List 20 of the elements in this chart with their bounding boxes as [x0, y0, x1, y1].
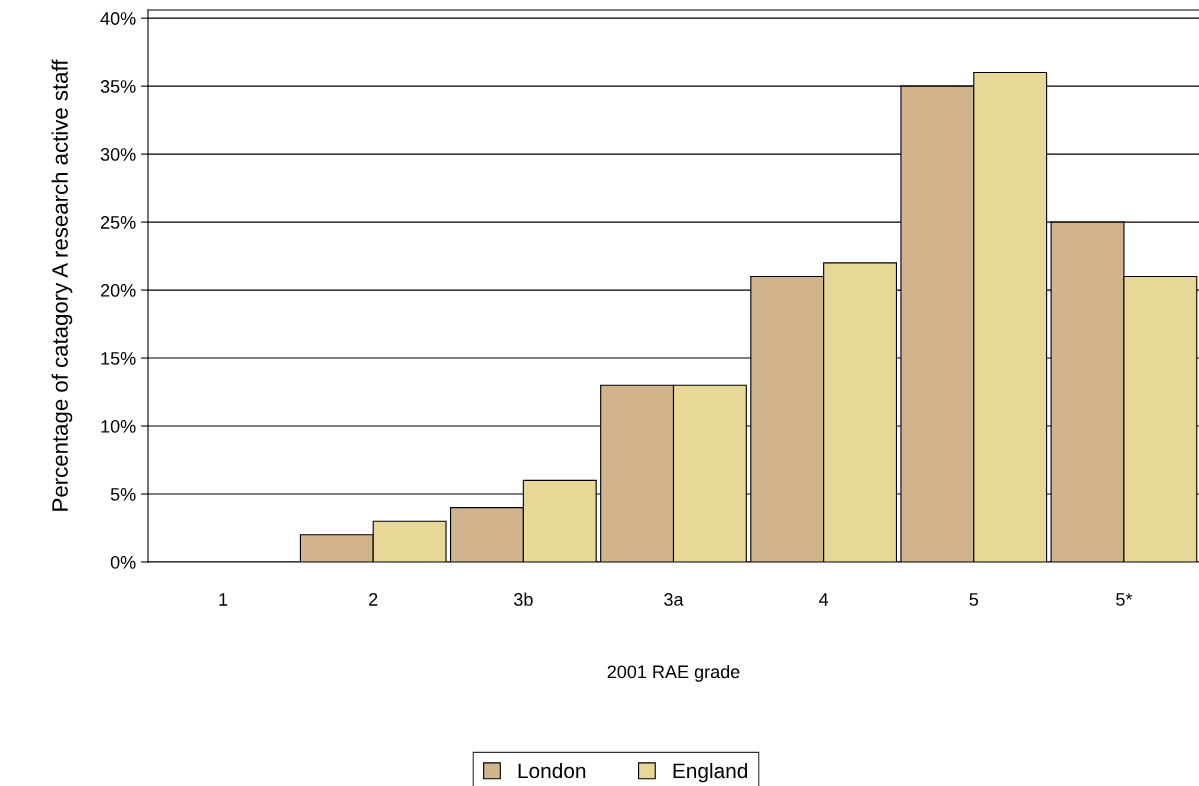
y-axis-title: Percentage of catagory A research active staff — [51, 59, 73, 511]
y-tick-label: 25% — [100, 216, 136, 229]
y-tick-label: 10% — [101, 419, 136, 433]
y-tick-label: 30% — [100, 148, 136, 161]
x-tick-label: 5 — [969, 593, 979, 606]
y-tick-label: 20% — [100, 284, 136, 297]
y-tick-label: 5% — [110, 488, 136, 501]
legend-label: London — [518, 762, 586, 779]
y-tick-label: 35% — [100, 80, 136, 93]
x-axis-title: 2001 RAE grade — [607, 664, 740, 682]
x-tick-label: 3a — [664, 593, 684, 606]
y-tick-label: 0% — [110, 555, 136, 569]
x-tick-label: 3b — [514, 592, 533, 606]
x-tick-label: 2 — [369, 593, 378, 606]
x-tick-label: 5* — [1116, 593, 1133, 606]
y-tick-label: 40% — [100, 12, 136, 25]
x-tick-label: 4 — [819, 593, 829, 606]
y-tick-label: 15% — [101, 352, 136, 365]
x-tick-label: 1 — [219, 593, 228, 606]
legend-label: England — [673, 762, 748, 783]
